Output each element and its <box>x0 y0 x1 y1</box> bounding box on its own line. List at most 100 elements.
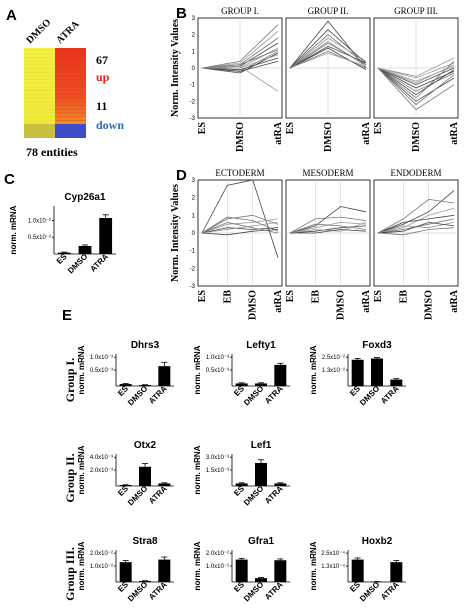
bar <box>139 581 151 582</box>
series-line <box>377 67 455 102</box>
bar <box>255 578 267 582</box>
series-line <box>201 24 279 69</box>
x-tick-label: ES <box>373 122 384 135</box>
heatmap-down-block-dmso <box>24 124 55 138</box>
down-count: 11 <box>96 99 107 113</box>
series-line <box>289 37 367 69</box>
x-tick-label: DMSO <box>358 580 381 603</box>
y-axis-label: norm. mRNA <box>309 345 318 394</box>
y-tick-label: 3.0x10⁻³ <box>206 455 229 461</box>
y-tick-label: 2.5x10⁻⁴ <box>321 550 345 557</box>
series-line <box>377 227 455 236</box>
chart-title: Hoxb2 <box>362 536 393 547</box>
bar <box>119 562 132 582</box>
series-line <box>289 20 367 69</box>
heatmap-panel: DMSO ATRA 67 up 11 down 78 entities <box>24 17 124 159</box>
y-tick-label: 3 <box>192 16 196 22</box>
series-line <box>377 62 455 79</box>
y-tick-label: -1 <box>190 249 196 255</box>
heatmap-col-atra: ATRA <box>54 18 82 46</box>
y-tick-label: 2 <box>192 196 196 202</box>
x-tick-label: ATRA <box>147 484 169 506</box>
series-line <box>201 57 279 71</box>
y-tick-label: 0.5x10⁻³ <box>90 368 113 374</box>
y-tick-label: 0.5x10⁻² <box>28 235 51 241</box>
x-tick-label: DMSO <box>126 384 149 407</box>
x-tick-label: DMSO <box>126 580 149 603</box>
x-tick-label: atRA <box>273 289 284 313</box>
y-tick-label: 1.3x10⁻² <box>322 368 345 374</box>
series-line <box>289 222 367 234</box>
bar <box>235 559 248 582</box>
y-tick-label: 0 <box>192 66 196 72</box>
x-tick-label: ES <box>285 290 296 303</box>
x-tick-label: ATRA <box>147 384 169 406</box>
x-tick-label: DMSO <box>66 252 89 275</box>
series-line <box>201 222 279 234</box>
x-tick-label: ATRA <box>147 580 169 602</box>
heatmap-down-block-atra <box>55 124 86 138</box>
series-line <box>289 40 367 69</box>
group-row-label: Group II. <box>63 453 77 502</box>
y-tick-label: 2.0x10⁻² <box>206 551 229 557</box>
series-line <box>201 65 279 92</box>
x-tick-label: ATRA <box>88 252 110 274</box>
subplot-1: ECTODERM ES EB DMSO atRA <box>197 168 284 320</box>
series-line <box>377 67 455 89</box>
series-line <box>201 49 279 69</box>
panel-letter-d: D <box>176 167 187 184</box>
panel-letter-a: A <box>6 7 17 24</box>
series-line <box>377 57 455 77</box>
heatmap-row-stripes <box>24 49 86 121</box>
x-tick-label: EB <box>222 290 233 304</box>
series-line <box>201 227 279 234</box>
bar <box>158 483 171 486</box>
bar <box>371 358 383 386</box>
panel-d-line-chart: Norm. Intensity Values3210-1-2-3ECTODERM… <box>170 168 460 320</box>
up-count: 67 <box>96 53 108 67</box>
y-tick-label: -3 <box>190 284 196 290</box>
x-tick-label: DMSO <box>424 290 435 320</box>
x-tick-label: atRA <box>273 121 284 145</box>
x-tick-label: ATRA <box>379 384 401 406</box>
y-tick-label: 3 <box>192 178 196 184</box>
y-tick-label: 2.0x10⁻² <box>90 551 113 557</box>
panel-letter-e: E <box>62 307 72 324</box>
x-tick-label: DMSO <box>242 484 265 507</box>
series-line <box>201 218 279 234</box>
x-tick-label: atRA <box>361 121 372 145</box>
x-tick-label: DMSO <box>336 290 347 320</box>
bar <box>158 559 171 582</box>
y-tick-label: -2 <box>190 266 196 272</box>
series-line <box>201 221 279 234</box>
x-tick-label: DMSO <box>323 122 334 152</box>
series-line <box>377 214 455 234</box>
subplot-title: GROUP I. <box>221 6 259 16</box>
series-line <box>377 67 455 96</box>
bar <box>255 462 267 486</box>
heatmap-col-dmso: DMSO <box>24 17 53 46</box>
x-tick-label: atRA <box>449 289 460 313</box>
y-tick-label: 1.3x10⁻⁴ <box>321 563 345 570</box>
subplot-title: GROUP II. <box>308 6 349 16</box>
chart-title: Cyp26a1 <box>64 192 106 203</box>
bar <box>57 252 71 254</box>
x-tick-label: DMSO <box>248 290 259 320</box>
series-line <box>202 54 279 69</box>
y-tick-label: 1.0x10⁻² <box>28 218 51 224</box>
series-line <box>289 52 367 69</box>
y-tick-label: 2.0x10⁻³ <box>90 468 113 474</box>
panel-letter-c: C <box>4 171 15 188</box>
bar <box>158 366 171 386</box>
x-tick-label: DMSO <box>242 384 265 407</box>
bar <box>119 384 132 386</box>
subplot-title: MESODERM <box>302 168 353 178</box>
y-tick-label: -2 <box>190 99 196 105</box>
